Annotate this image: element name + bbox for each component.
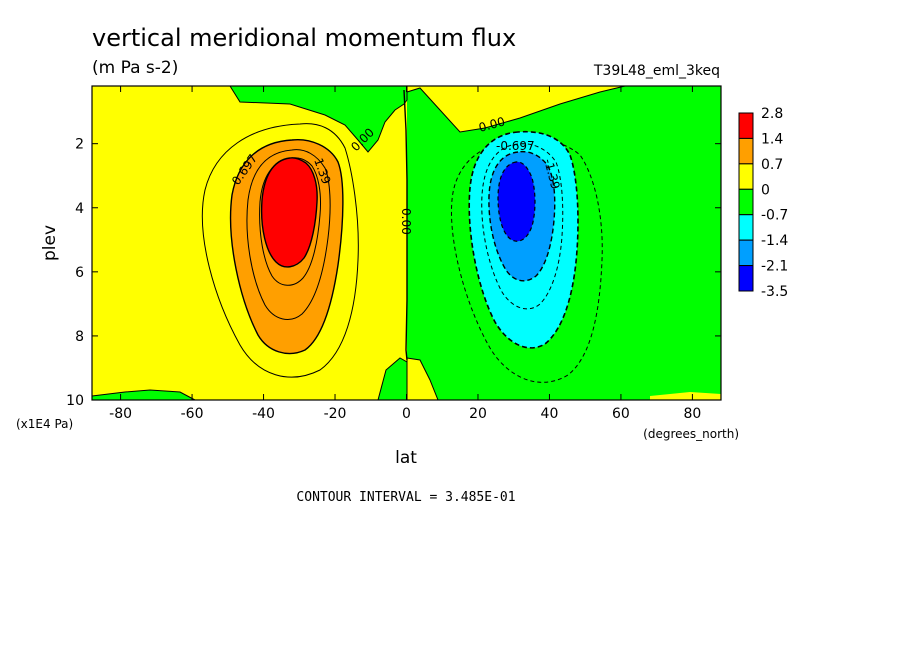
x-tick-label: -40 xyxy=(252,406,275,422)
contour-pos-1.4 xyxy=(259,157,321,286)
colorbar-label: -1.4 xyxy=(761,233,788,249)
field-bottom-right-yellow xyxy=(650,392,721,400)
colorbar-label: -0.7 xyxy=(761,208,788,224)
colorbar-swatch xyxy=(738,214,754,241)
field-bottom-nh-yellow xyxy=(406,357,439,401)
x-tick-label: -80 xyxy=(109,406,132,422)
plot-area: 0.697 1.39 0.00 0.00 0.00 -0.697 -1.39 xyxy=(91,85,722,401)
y-tick-label: 4 xyxy=(75,201,84,217)
x-tick-label: 40 xyxy=(541,406,559,422)
contour-label-neg-0.697: -0.697 xyxy=(496,139,535,153)
x-tick-label: 20 xyxy=(469,406,487,422)
x-tick-label: 80 xyxy=(683,406,701,422)
colorbar-label: -3.5 xyxy=(761,284,788,300)
y-tick-label: 10 xyxy=(66,393,84,409)
contour-label-zero-nh: 0.00 xyxy=(477,114,506,134)
contour-neg-0.35 xyxy=(450,139,603,383)
colorbar-swatch xyxy=(738,112,754,139)
contour-zero-equator xyxy=(403,89,408,361)
y-tick-label: 2 xyxy=(75,137,84,153)
x-axis: -80 -60 -40 -20 0 20 40 60 80 xyxy=(109,86,701,422)
colorbar-label: 0.7 xyxy=(761,157,783,173)
chart-units: (m Pa s-2) xyxy=(92,58,178,78)
contour-pos-1.05 xyxy=(246,149,331,320)
x-axis-label: lat xyxy=(395,448,417,468)
colorbar: 2.8 1.4 0.7 0 -0.7 -1.4 -2.1 -3.5 xyxy=(738,106,788,300)
colorbar-label: 1.4 xyxy=(761,131,783,147)
colorbar-swatch xyxy=(738,163,754,190)
run-label: T39L48_eml_3keq xyxy=(593,63,720,79)
contour-label-zero-equator: 0.00 xyxy=(399,208,413,235)
x-tick-label: -20 xyxy=(324,406,347,422)
colorbar-label: 2.8 xyxy=(761,106,783,122)
field-upper-intrusion xyxy=(229,85,408,153)
colorbar-label: -2.1 xyxy=(761,259,788,275)
colorbar-swatch xyxy=(738,137,754,165)
contour-pos-0.35 xyxy=(201,123,359,378)
contour-neg-2.1 xyxy=(497,161,536,242)
chart-title: vertical meridional momentum flux xyxy=(92,24,516,52)
colorbar-label: 0 xyxy=(761,182,770,198)
y-axis: 2 4 6 8 10 xyxy=(66,137,721,409)
x-tick-label: 0 xyxy=(402,406,411,422)
colorbar-swatch xyxy=(738,265,754,292)
field-top-left-patch xyxy=(300,86,340,92)
y-tick-label: 8 xyxy=(75,329,84,345)
contour-pos-2.1 xyxy=(260,157,318,268)
x-tick-label: 60 xyxy=(612,406,630,422)
x-units: (degrees_north) xyxy=(643,427,739,441)
colorbar-swatch xyxy=(738,239,754,267)
contour-interval: CONTOUR INTERVAL = 3.485E-01 xyxy=(296,490,515,505)
y-units: (x1E4 Pa) xyxy=(16,417,73,431)
colorbar-swatch xyxy=(738,188,754,216)
x-tick-label: -60 xyxy=(181,406,204,422)
y-axis-label: plev xyxy=(40,225,60,261)
y-tick-label: 6 xyxy=(75,265,84,281)
